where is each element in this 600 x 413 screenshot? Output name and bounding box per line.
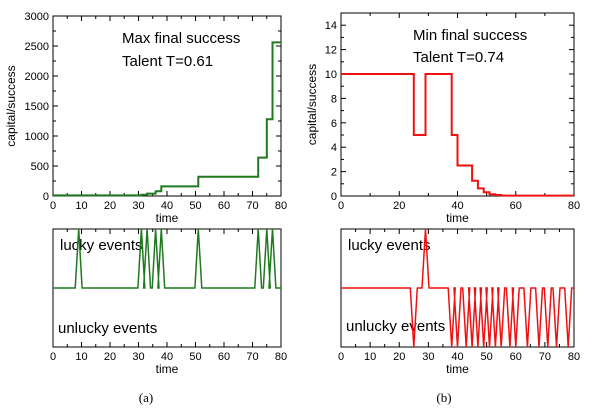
y-tick-label: 4 <box>331 142 337 154</box>
x-tick-label: 50 <box>189 200 201 212</box>
series-line-b-top <box>341 73 574 197</box>
x-tick-label: 80 <box>568 351 580 363</box>
x-tick-label: 10 <box>364 351 376 363</box>
x-tick-label: 0 <box>50 200 56 212</box>
y-tick-label: 2500 <box>25 41 49 53</box>
y-tick-label: 0 <box>331 191 337 203</box>
caption-a: (a) <box>139 390 153 405</box>
x-tick-label: 60 <box>510 200 522 212</box>
x-tick-label: 20 <box>393 351 405 363</box>
x-tick-label: 30 <box>132 351 144 363</box>
x-tick-label: 20 <box>393 200 405 212</box>
y-tick-label: 2000 <box>25 71 49 83</box>
x-tick-label: 40 <box>161 351 173 363</box>
x-tick-label: 60 <box>218 200 230 212</box>
series-line-a-top <box>53 41 281 197</box>
x-axis-label: time <box>446 362 469 376</box>
x-tick-label: 10 <box>75 351 87 363</box>
y-tick-label: 14 <box>325 20 337 32</box>
y-tick-label: 12 <box>325 45 337 57</box>
x-axis-label: time <box>446 211 469 225</box>
annotation-text: unlucky events <box>58 320 157 337</box>
annotation-text: unlucky events <box>346 318 445 335</box>
x-tick-label: 60 <box>510 351 522 363</box>
x-tick-label: 20 <box>104 351 116 363</box>
y-tick-label: 2 <box>331 167 337 179</box>
annotation-text: Min final success <box>413 27 527 44</box>
annotation-text: lucky events <box>60 237 143 254</box>
x-tick-label: 40 <box>161 200 173 212</box>
x-tick-label: 70 <box>539 351 551 363</box>
y-tick-label: 0 <box>43 191 49 203</box>
x-tick-label: 60 <box>218 351 230 363</box>
x-tick-label: 30 <box>422 351 434 363</box>
x-tick-label: 20 <box>104 200 116 212</box>
y-tick-label: 8 <box>331 93 337 105</box>
x-tick-label: 80 <box>568 200 580 212</box>
y-axis-label: capital/success <box>4 65 18 146</box>
x-tick-label: 40 <box>451 351 463 363</box>
x-axis-label: time <box>156 362 179 376</box>
event-line-b-bottom <box>341 228 574 348</box>
y-tick-label: 6 <box>331 118 337 130</box>
annotation-text: Talent T=0.61 <box>122 53 213 70</box>
y-tick-label: 10 <box>325 69 337 81</box>
x-tick-label: 80 <box>275 351 287 363</box>
caption-b: (b) <box>436 390 451 405</box>
x-axis-label: time <box>156 211 179 225</box>
x-tick-label: 50 <box>189 351 201 363</box>
annotation-text: Max final success <box>122 30 240 47</box>
annotation-text: lucky events <box>348 237 431 254</box>
x-tick-label: 0 <box>50 351 56 363</box>
x-tick-label: 50 <box>481 351 493 363</box>
y-tick-label: 3000 <box>25 11 49 23</box>
event-line-a-bottom <box>53 228 281 289</box>
annotation-text: Talent T=0.74 <box>413 49 504 66</box>
x-tick-label: 80 <box>275 200 287 212</box>
x-tick-label: 0 <box>338 351 344 363</box>
x-tick-label: 40 <box>451 200 463 212</box>
y-tick-label: 1000 <box>25 131 49 143</box>
x-tick-label: 0 <box>338 200 344 212</box>
x-tick-label: 70 <box>246 351 258 363</box>
y-tick-label: 500 <box>31 161 49 173</box>
x-tick-label: 70 <box>246 200 258 212</box>
y-axis-label: capital/success <box>305 64 319 145</box>
y-tick-label: 1500 <box>25 101 49 113</box>
x-tick-label: 10 <box>75 200 87 212</box>
x-tick-label: 30 <box>132 200 144 212</box>
